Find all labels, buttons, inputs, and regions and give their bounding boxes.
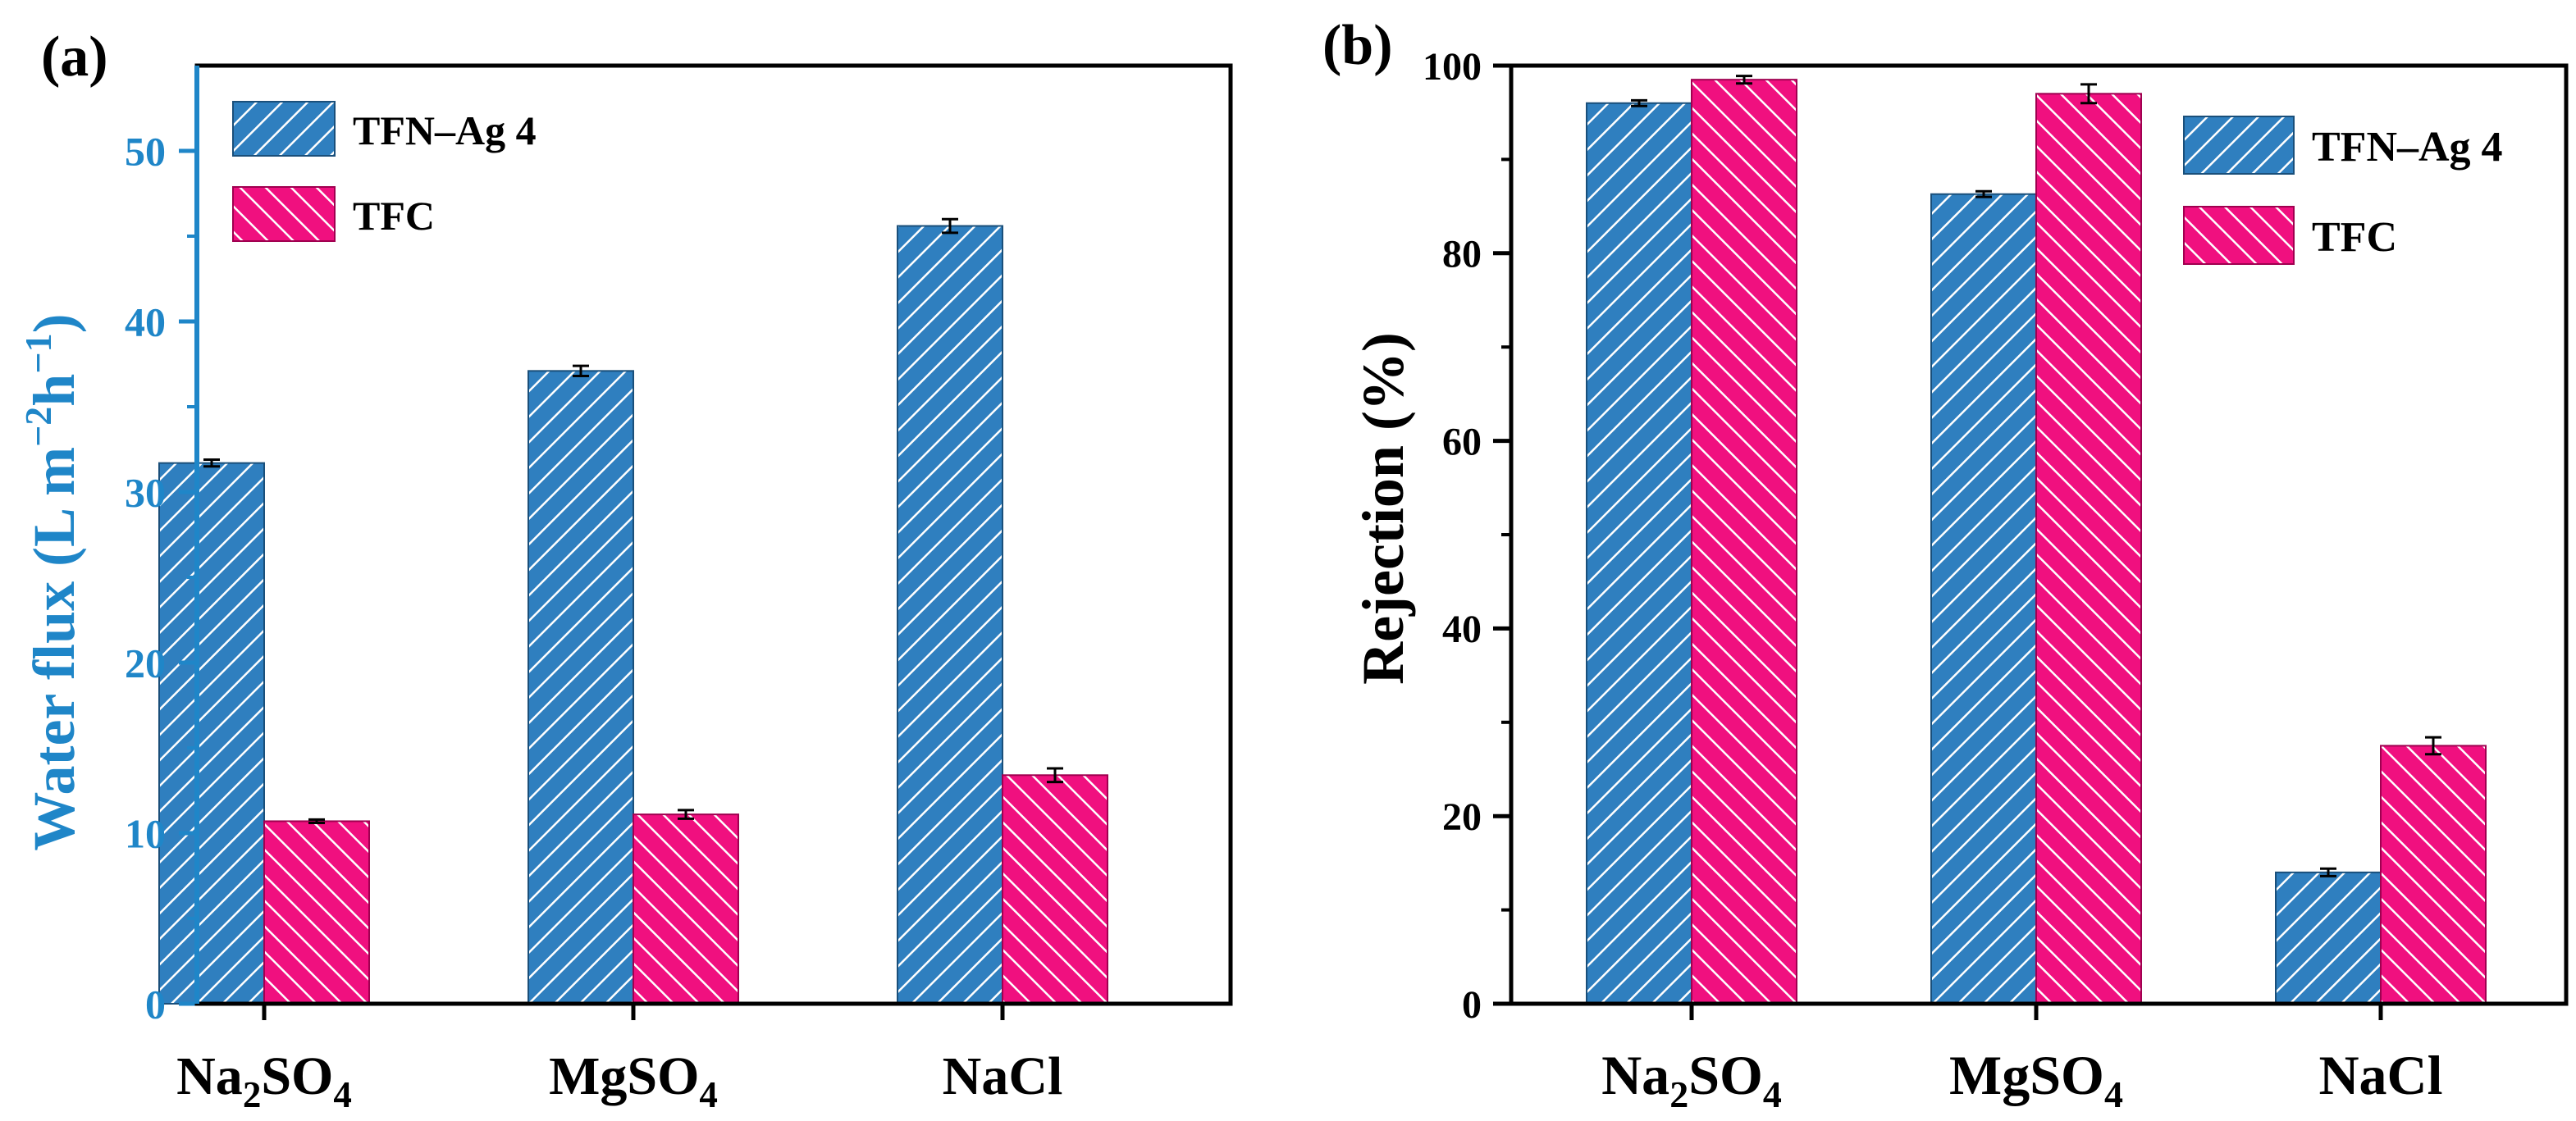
bar-tfc-na2so4 xyxy=(263,820,370,1005)
y-axis-label-mid: h xyxy=(21,374,87,407)
bar-tfc-nacl xyxy=(1002,774,1108,1005)
category-label-nacl: NaCl xyxy=(943,1046,1063,1106)
legend-label-tfn-ag4: TFN–Ag 4 xyxy=(353,107,537,153)
y-tick-label: 60 xyxy=(1442,420,1482,463)
y-axis-label-sup1: −2 xyxy=(17,407,59,447)
y-tick-label: 50 xyxy=(125,129,166,175)
y-tick-label: 0 xyxy=(145,982,166,1028)
panel-a-bars xyxy=(158,225,1108,1005)
y-tick-label: 80 xyxy=(1442,233,1482,276)
category-label-text: MgSO xyxy=(1949,1044,2104,1106)
category-label-text: SO xyxy=(261,1046,333,1106)
bar-tfc-mgso4 xyxy=(633,813,739,1005)
category-label-text: MgSO xyxy=(549,1046,699,1106)
legend-label-tfc: TFC xyxy=(2312,214,2397,261)
bar-tfn-ag4-mgso4 xyxy=(528,370,634,1005)
panel-a-legend: TFN–Ag 4 TFC xyxy=(232,101,537,242)
y-tick-label: 20 xyxy=(125,640,166,686)
panel-b-label: (b) xyxy=(1322,14,1393,77)
y-axis-label-sup2: −1 xyxy=(17,333,59,373)
panel-a-water-flux-chart: (a) Water flux (L m−2h−1) 0 10 20 30 40 50 Na… xyxy=(17,25,1233,1115)
y-tick-label: 30 xyxy=(125,470,166,516)
category-label-subscript: 4 xyxy=(1763,1073,1782,1115)
bar-tfc-na2so4 xyxy=(1691,79,1797,1005)
bar-tfn-ag4-nacl xyxy=(2275,871,2382,1005)
y-tick-label: 40 xyxy=(125,299,166,345)
category-label-mgso4: MgSO4 xyxy=(1949,1044,2123,1115)
bar-tfn-ag4-na2so4 xyxy=(1586,102,1692,1005)
y-tick-label: 0 xyxy=(1462,983,1482,1027)
category-label-subscript: 4 xyxy=(2104,1073,2123,1115)
category-label-text: NaCl xyxy=(2318,1044,2442,1106)
panel-a-error-bars xyxy=(203,217,1063,825)
legend-swatch-tfc xyxy=(2183,206,2295,265)
legend-label-tfc: TFC xyxy=(353,193,435,239)
category-label-nacl: NaCl xyxy=(2318,1044,2442,1106)
panel-a-y-ticks: 0 10 20 30 40 50 xyxy=(125,129,1005,1028)
y-tick-label: 10 xyxy=(125,811,166,857)
category-label-na2so4: Na2SO4 xyxy=(1601,1044,1782,1115)
panel-b-bars xyxy=(1586,79,2487,1005)
legend-swatch-tfn-ag4 xyxy=(232,101,336,157)
panel-b-category-labels: Na2SO4 MgSO4 NaCl xyxy=(1601,1044,2442,1115)
bar-tfn-ag4-na2so4 xyxy=(158,462,265,1005)
y-axis-label-prefix: Water flux (L m xyxy=(21,447,87,851)
bar-tfn-ag4-nacl xyxy=(897,225,1003,1005)
panel-b-legend: TFN–Ag 4 TFC xyxy=(2183,116,2503,265)
category-label-text: NaCl xyxy=(943,1046,1063,1106)
panel-a-category-labels: Na2SO4 MgSO4 NaCl xyxy=(176,1046,1062,1115)
panel-a-y-axis-label: Water flux (L m−2h−1) xyxy=(17,313,87,850)
category-label-text: SO xyxy=(1688,1044,1763,1106)
category-label-na2so4: Na2SO4 xyxy=(176,1046,352,1115)
y-axis-label-suffix: ) xyxy=(21,313,87,333)
category-label-subscript: 4 xyxy=(333,1074,352,1115)
panel-a-label: (a) xyxy=(41,25,108,89)
legend-swatch-tfc xyxy=(232,186,336,242)
y-tick-label: 20 xyxy=(1442,795,1482,839)
panel-b-y-ticks: 0 20 40 60 80 100 xyxy=(1423,45,2383,1027)
category-label-subscript: 2 xyxy=(1669,1073,1688,1115)
category-label-text: Na xyxy=(176,1046,243,1106)
bar-tfn-ag4-mgso4 xyxy=(1930,193,2037,1005)
panel-b-plot-frame xyxy=(1509,63,2569,1006)
category-label-text: Na xyxy=(1601,1044,1669,1106)
category-label-subscript: 4 xyxy=(699,1074,718,1115)
panel-b-error-bars xyxy=(1631,75,2441,877)
category-label-subscript: 2 xyxy=(243,1074,262,1115)
category-label-mgso4: MgSO4 xyxy=(549,1046,718,1115)
bar-tfc-nacl xyxy=(2380,745,2487,1005)
panel-b-y-axis-label: Rejection (%) xyxy=(1350,332,1416,685)
y-tick-label: 40 xyxy=(1442,608,1482,651)
legend-label-tfn-ag4: TFN–Ag 4 xyxy=(2312,124,2503,171)
bar-tfc-mgso4 xyxy=(2035,93,2142,1005)
legend-swatch-tfn-ag4 xyxy=(2183,116,2295,175)
y-tick-label: 100 xyxy=(1423,45,1482,89)
